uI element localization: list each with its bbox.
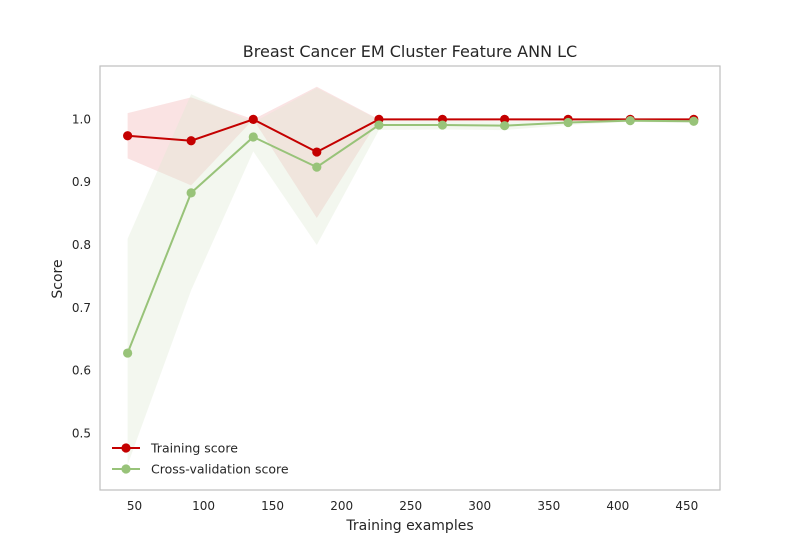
x-tick-label: 450: [675, 499, 698, 513]
chart-title: Breast Cancer EM Cluster Feature ANN LC: [243, 42, 577, 61]
point-series-1: [312, 147, 322, 157]
point-series-2: [437, 120, 448, 130]
point-series-2: [499, 121, 510, 131]
band-series-2: [127, 87, 694, 465]
point-series-1: [186, 136, 196, 146]
point-series-2: [563, 117, 573, 128]
x-tick-label: 200: [330, 499, 353, 513]
point-series-2: [123, 348, 133, 358]
y-tick-label: 0.8: [72, 238, 91, 252]
y-tick-label: 0.5: [72, 426, 91, 440]
point-series-2: [374, 120, 384, 130]
legend-label-series-1: Training score: [150, 441, 238, 456]
legend-marker-series-1: [121, 443, 131, 453]
y-axis-label: Score: [50, 259, 66, 298]
line-series-2: [126, 119, 694, 354]
legend-marker-series-2: [121, 464, 131, 474]
point-series-1: [123, 131, 133, 141]
point-series-2: [689, 116, 699, 126]
x-tick-label: 250: [399, 499, 422, 513]
x-tick-label: 350: [537, 499, 560, 513]
x-tick-label: 50: [127, 499, 142, 513]
plot-frame: [99, 65, 721, 491]
legend-label-series-2: Cross-validation score: [151, 462, 289, 477]
y-tick-label: 0.7: [72, 301, 91, 315]
point-series-2: [248, 132, 258, 142]
y-tick-label: 0.6: [72, 364, 91, 378]
x-tick-label: 400: [606, 499, 629, 513]
band-series-1: [127, 86, 694, 219]
x-tick-label: 100: [192, 499, 215, 513]
x-tick-label: 150: [261, 499, 284, 513]
legend: Training score Cross-validation score: [112, 441, 289, 477]
point-series-1: [248, 114, 258, 124]
point-series-2: [186, 188, 196, 198]
y-tick-label: 1.0: [72, 112, 91, 126]
line-series-1: [127, 118, 694, 154]
x-axis-label: Training examples: [345, 518, 473, 534]
y-tick-label: 0.9: [72, 175, 91, 189]
point-series-2: [625, 116, 635, 126]
point-series-2: [312, 162, 322, 172]
x-tick-label: 300: [468, 499, 491, 513]
